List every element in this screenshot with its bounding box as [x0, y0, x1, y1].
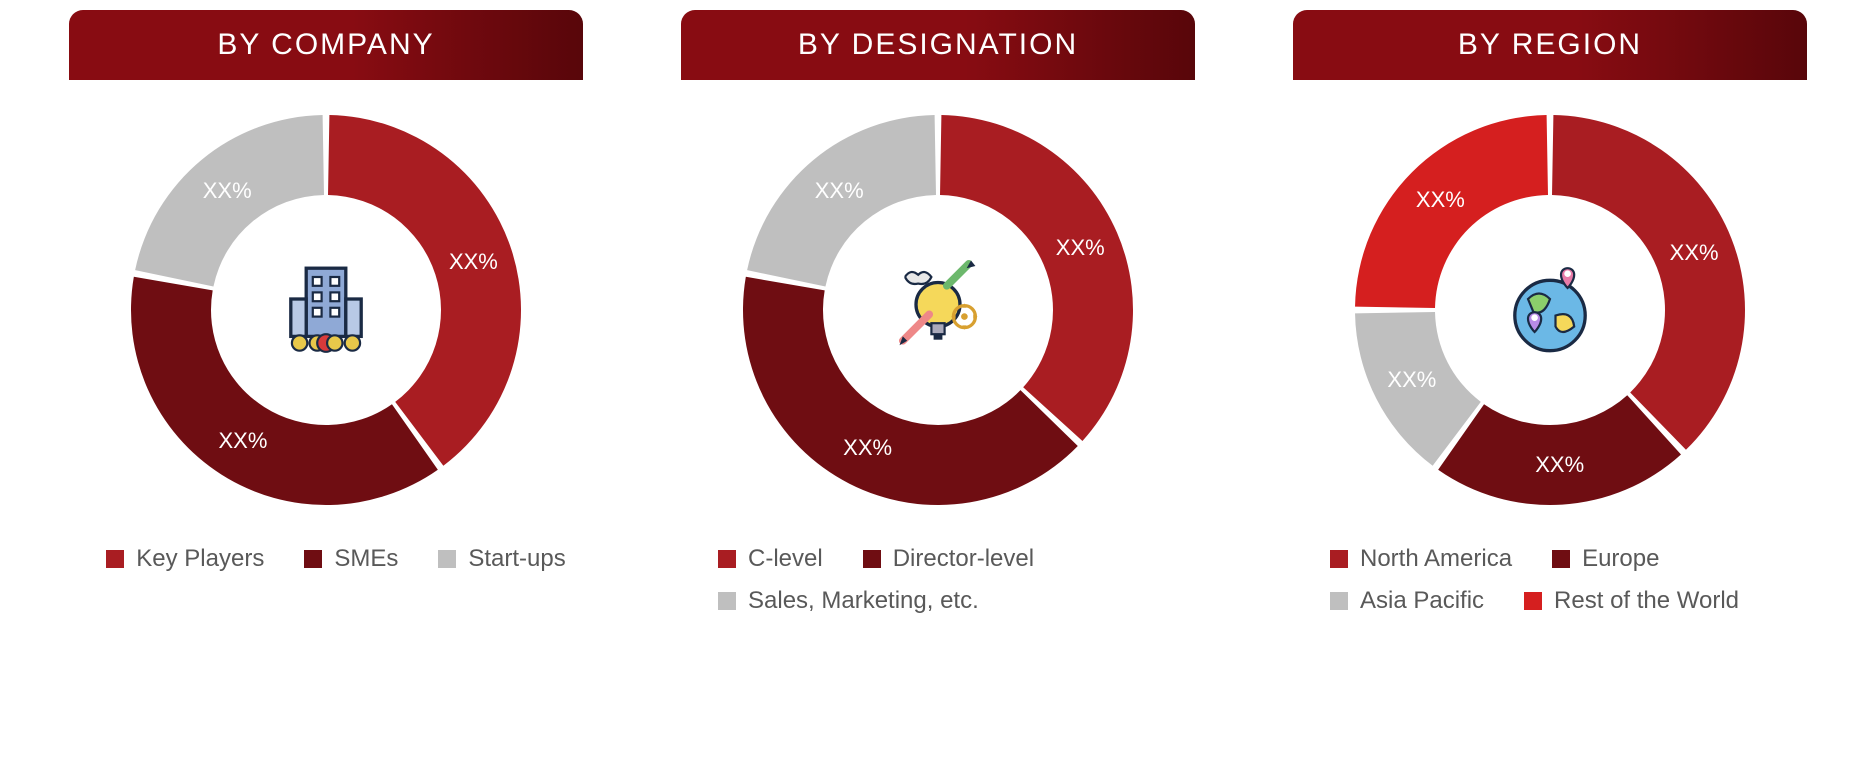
slice-label: XX%: [203, 178, 252, 204]
donut-chart-region: XX% XX% XX% XX%: [1350, 110, 1750, 510]
panel-by-region: BY REGION XX% XX% XX% XX% North America Euro…: [1264, 10, 1836, 615]
legend-item: Sales, Marketing, etc.: [718, 587, 979, 615]
legend-item: Director-level: [863, 545, 1034, 573]
legend-item: Key Players: [106, 545, 264, 573]
legend-company: Key Players SMEs Start-ups: [86, 545, 565, 573]
legend-label: SMEs: [334, 545, 398, 573]
legend-swatch: [1330, 592, 1348, 610]
idea-icon: [883, 255, 993, 365]
panel-by-designation: BY DESIGNATION XX%XX%XX% C-: [652, 10, 1224, 615]
panel-by-company: BY COMPANY: [40, 10, 612, 615]
globe-icon: [1495, 255, 1605, 365]
legend-label: Asia Pacific: [1360, 587, 1484, 615]
legend-swatch: [304, 550, 322, 568]
donut-chart-designation: XX% XX% XX%: [738, 110, 1138, 510]
slice-label: XX%: [1416, 187, 1465, 213]
slice-label: XX%: [218, 428, 267, 454]
charts-row: BY COMPANY: [40, 10, 1836, 615]
slice-label: XX%: [1056, 235, 1105, 261]
legend-swatch: [1524, 592, 1542, 610]
legend-label: Director-level: [893, 545, 1034, 573]
legend-region: North America Europe Asia Pacific Rest of t…: [1310, 545, 1790, 615]
legend-label: Europe: [1582, 545, 1659, 573]
legend-item: C-level: [718, 545, 823, 573]
legend-label: Sales, Marketing, etc.: [748, 587, 979, 615]
legend-item: North America: [1330, 545, 1512, 573]
legend-label: Key Players: [136, 545, 264, 573]
donut-chart-company: XX% XX% XX%: [126, 110, 526, 510]
legend-swatch: [106, 550, 124, 568]
building-icon: [271, 255, 381, 365]
donut-slice: [1438, 395, 1681, 505]
legend-swatch: [438, 550, 456, 568]
panel-header: BY REGION: [1293, 10, 1808, 80]
legend-swatch: [863, 550, 881, 568]
legend-item: SMEs: [304, 545, 398, 573]
slice-label: XX%: [449, 249, 498, 275]
legend-label: Start-ups: [468, 545, 565, 573]
legend-swatch: [718, 550, 736, 568]
legend-designation: C-level Director-level Sales, Marketing, e…: [698, 545, 1178, 615]
legend-swatch: [1552, 550, 1570, 568]
legend-label: C-level: [748, 545, 823, 573]
legend-swatch: [718, 592, 736, 610]
slice-label: XX%: [843, 435, 892, 461]
legend-label: Rest of the World: [1554, 587, 1739, 615]
slice-label: XX%: [815, 178, 864, 204]
legend-item: Europe: [1552, 545, 1659, 573]
panel-header: BY COMPANY: [69, 10, 584, 80]
legend-item: Start-ups: [438, 545, 565, 573]
slice-label: XX%: [1670, 240, 1719, 266]
legend-swatch: [1330, 550, 1348, 568]
legend-item: Asia Pacific: [1330, 587, 1484, 615]
legend-item: Rest of the World: [1524, 587, 1739, 615]
panel-header: BY DESIGNATION: [681, 10, 1196, 80]
slice-label: XX%: [1387, 367, 1436, 393]
legend-label: North America: [1360, 545, 1512, 573]
slice-label: XX%: [1535, 452, 1584, 478]
